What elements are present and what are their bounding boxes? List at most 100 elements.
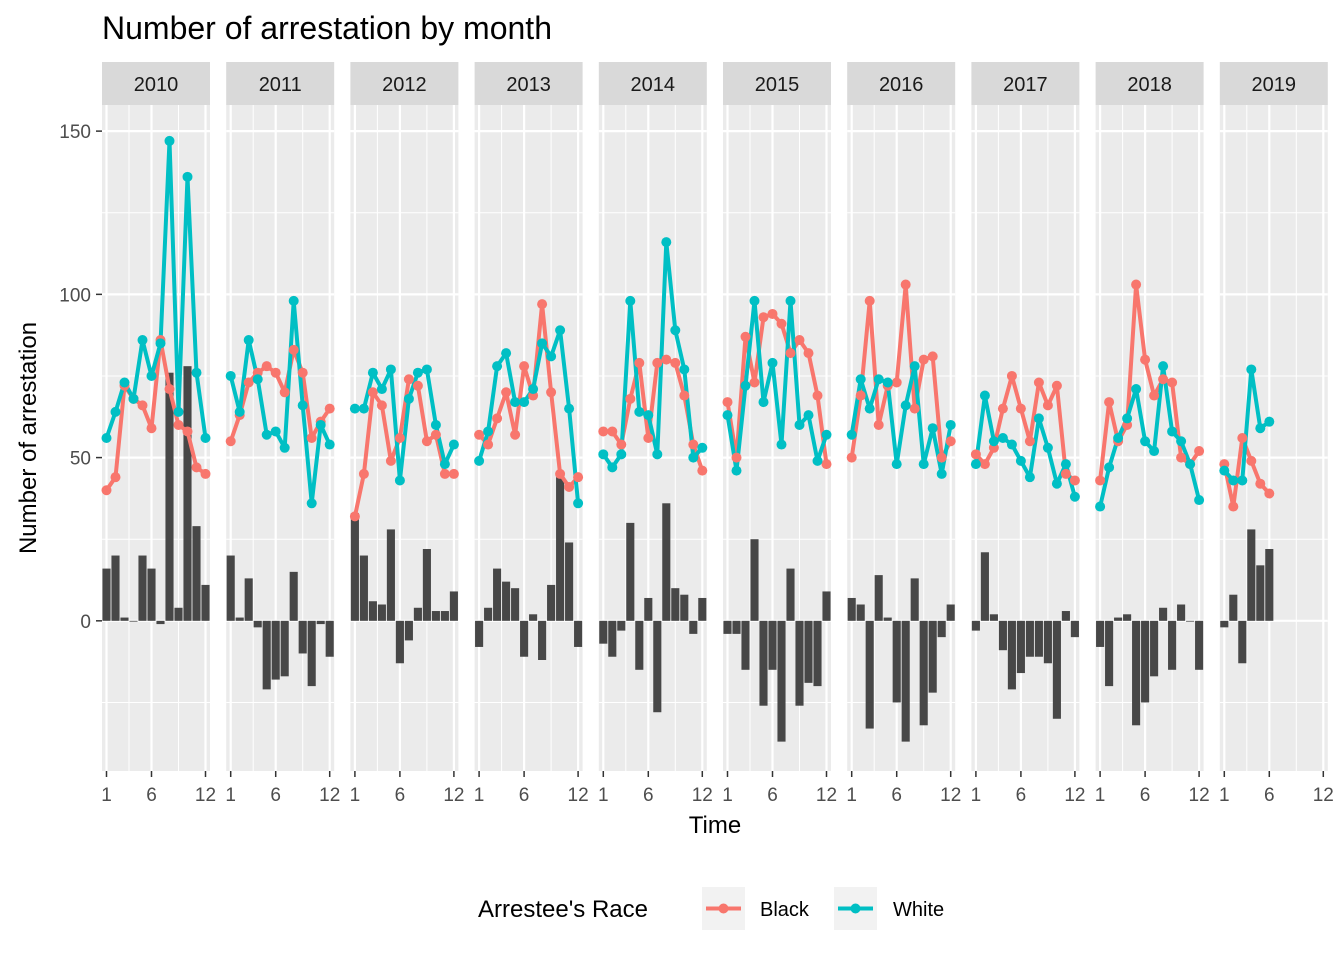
black-series-point: [970, 449, 981, 460]
white-series-point: [119, 377, 130, 388]
y-tick-label: 0: [80, 612, 91, 633]
difference-bar: [253, 620, 262, 628]
white-series-point: [1228, 475, 1239, 486]
white-series-point: [474, 455, 485, 466]
black-series-point: [110, 472, 121, 483]
white-series-point: [794, 419, 805, 430]
white-series-point: [510, 397, 521, 408]
white-series-point: [1095, 501, 1106, 512]
white-series-point: [643, 410, 654, 421]
black-series-point: [634, 357, 645, 368]
black-series-point: [146, 423, 157, 434]
white-series-point: [234, 406, 245, 417]
black-series-point: [661, 354, 672, 365]
black-series-point: [1176, 452, 1187, 463]
difference-bar: [741, 620, 750, 670]
black-series-point: [979, 459, 990, 470]
difference-bar: [307, 620, 316, 687]
facet-2015: 2015 1 6 12: [722, 62, 837, 806]
white-series-point: [155, 338, 166, 349]
white-series-point: [128, 393, 139, 404]
black-series-point: [403, 374, 414, 385]
black-series-point: [1042, 400, 1053, 411]
black-series-point: [394, 433, 405, 443]
white-series-point: [376, 384, 387, 395]
difference-bar: [937, 620, 946, 638]
white-series-point: [279, 442, 290, 453]
x-tick-label: 1: [474, 785, 485, 806]
white-series-point: [979, 390, 990, 401]
white-series-point: [607, 462, 618, 473]
white-series-point: [909, 361, 920, 372]
facet-2011: 2011 1 6 12: [225, 62, 340, 806]
difference-bar: [1150, 620, 1159, 677]
difference-bar: [1159, 607, 1168, 621]
black-series-point: [864, 295, 875, 306]
difference-bar: [698, 597, 707, 621]
y-tick-label: 50: [70, 449, 91, 470]
x-tick-label: 6: [1264, 785, 1275, 806]
difference-bar: [120, 617, 129, 621]
difference-bar: [1052, 620, 1061, 719]
black-series-point: [598, 426, 609, 437]
white-series-point: [288, 295, 299, 306]
black-series-point: [367, 387, 378, 398]
black-series-point: [306, 433, 317, 443]
white-series-point: [652, 449, 663, 460]
white-series-point: [1131, 384, 1142, 395]
white-series-point: [846, 429, 857, 440]
black-series-point: [873, 419, 884, 430]
difference-bar: [156, 620, 165, 625]
x-tick-label: 6: [519, 785, 530, 806]
black-series-point: [722, 397, 733, 408]
black-series-point: [385, 455, 396, 466]
white-series-point: [661, 237, 672, 248]
difference-bar: [174, 607, 183, 621]
x-tick-label: 6: [891, 785, 902, 806]
black-series-point: [1024, 436, 1035, 447]
black-series-point: [1140, 354, 1151, 365]
black-series-point: [945, 436, 956, 447]
white-series-point: [679, 364, 690, 375]
white-series-line: [849, 364, 953, 476]
black-series-point: [688, 439, 699, 450]
facet-strip-label: 2018: [1127, 74, 1172, 96]
chart-title: Number of arrestation by month: [102, 10, 552, 46]
difference-bar: [359, 555, 368, 621]
white-series-point: [200, 433, 211, 443]
difference-bar: [502, 581, 511, 621]
difference-bar: [946, 604, 955, 621]
white-series-point: [1176, 436, 1187, 447]
x-tick-label: 12: [940, 785, 961, 806]
black-series-point: [564, 481, 575, 492]
black-series-point: [1167, 377, 1178, 388]
difference-bar: [626, 522, 635, 621]
white-series-point: [394, 475, 405, 486]
facet-strip-label: 2016: [879, 74, 924, 96]
difference-bar: [138, 555, 147, 621]
black-series-point: [519, 361, 530, 372]
difference-bar: [1096, 620, 1105, 647]
white-series-point: [625, 295, 636, 306]
black-series-point: [821, 459, 832, 470]
black-series-point: [803, 348, 814, 359]
legend: Arrestee's Race Black White: [478, 887, 944, 930]
black-series-point: [812, 390, 823, 401]
difference-bar: [928, 620, 937, 693]
black-series-point: [200, 468, 211, 479]
difference-bar: [226, 555, 235, 621]
x-tick-label: 6: [270, 785, 281, 806]
black-series-point: [1228, 501, 1239, 512]
white-series-point: [1104, 462, 1115, 473]
black-series-point: [758, 312, 769, 323]
black-series-point: [1095, 475, 1106, 486]
facet-strip: [598, 62, 707, 105]
difference-bar: [165, 372, 174, 621]
white-series-point: [519, 397, 530, 408]
black-series-point: [1255, 478, 1266, 489]
black-series-line: [352, 377, 454, 517]
difference-bar: [980, 552, 989, 621]
x-tick-label: 1: [350, 785, 361, 806]
white-series-point: [882, 377, 893, 388]
